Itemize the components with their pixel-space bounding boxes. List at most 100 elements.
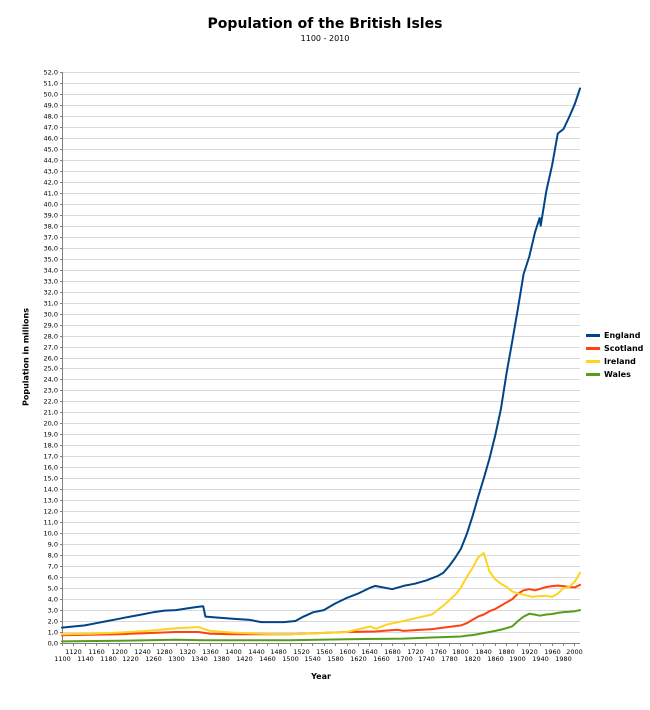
svg-text:36,0: 36,0 [44,245,58,253]
svg-text:32,0: 32,0 [44,289,58,297]
svg-text:1100: 1100 [54,655,71,663]
svg-text:1920: 1920 [521,648,538,656]
svg-text:44,0: 44,0 [44,157,58,165]
svg-text:1700: 1700 [396,655,413,663]
svg-text:1260: 1260 [145,655,162,663]
svg-text:46,0: 46,0 [44,135,58,143]
svg-text:25,0: 25,0 [44,365,58,373]
svg-text:52,0: 52,0 [44,69,58,77]
svg-text:29,0: 29,0 [44,322,58,330]
svg-text:4,0: 4,0 [48,596,58,604]
svg-text:1500: 1500 [282,655,299,663]
svg-text:37,0: 37,0 [44,234,58,242]
svg-text:1760: 1760 [430,648,447,656]
svg-text:0,0: 0,0 [48,640,58,648]
legend-label: Scotland [604,344,644,353]
svg-text:1140: 1140 [77,655,94,663]
svg-text:17,0: 17,0 [44,453,58,461]
svg-text:1380: 1380 [213,655,230,663]
svg-text:1720: 1720 [407,648,424,656]
chart-title: Population of the British Isles [207,16,443,32]
svg-text:1320: 1320 [179,648,196,656]
legend-item-england: England [586,331,643,340]
legend-item-wales: Wales [586,370,643,379]
svg-text:2000: 2000 [566,648,583,656]
svg-text:23,0: 23,0 [44,387,58,395]
x-tick-labels: 1100112011401160118012001220124012601280… [54,648,583,663]
svg-text:10,0: 10,0 [44,530,58,538]
svg-text:1620: 1620 [350,655,367,663]
series-wales [61,609,581,643]
svg-text:1860: 1860 [487,655,504,663]
svg-text:1160: 1160 [88,648,105,656]
svg-text:1180: 1180 [100,655,117,663]
svg-text:1800: 1800 [452,648,469,656]
series-england [61,87,581,629]
legend: England Scotland Ireland Wales [586,327,643,383]
svg-text:1680: 1680 [384,648,401,656]
svg-text:6,0: 6,0 [48,574,58,582]
svg-text:1560: 1560 [316,648,333,656]
svg-text:1840: 1840 [475,648,492,656]
svg-text:28,0: 28,0 [44,333,58,341]
svg-text:1520: 1520 [293,648,310,656]
svg-text:1420: 1420 [236,655,253,663]
svg-text:1360: 1360 [202,648,219,656]
y-gridlines [60,72,580,644]
svg-text:22,0: 22,0 [44,398,58,406]
svg-text:47,0: 47,0 [44,124,58,132]
series-ireland [61,552,581,636]
svg-text:38,0: 38,0 [44,223,58,231]
axes [62,72,580,644]
svg-text:1780: 1780 [441,655,458,663]
svg-text:12,0: 12,0 [44,508,58,516]
svg-text:43,0: 43,0 [44,168,58,176]
svg-text:39,0: 39,0 [44,212,58,220]
legend-swatch [586,347,600,350]
svg-text:48,0: 48,0 [44,113,58,121]
svg-text:20,0: 20,0 [44,420,58,428]
svg-text:19,0: 19,0 [44,431,58,439]
svg-text:1740: 1740 [418,655,435,663]
svg-text:1580: 1580 [327,655,344,663]
svg-text:13,0: 13,0 [44,497,58,505]
svg-text:34,0: 34,0 [44,267,58,275]
svg-text:35,0: 35,0 [44,256,58,264]
chart-subtitle: 1100 - 2010 [300,34,350,43]
legend-label: Wales [604,370,631,379]
legend-item-ireland: Ireland [586,357,643,366]
svg-text:1960: 1960 [544,648,561,656]
svg-text:1280: 1280 [156,648,173,656]
x-axis-title: Year [311,672,331,681]
svg-text:41,0: 41,0 [44,190,58,198]
svg-text:1600: 1600 [339,648,356,656]
svg-text:3,0: 3,0 [48,607,58,615]
legend-item-scotland: Scotland [586,344,643,353]
svg-text:1640: 1640 [361,648,378,656]
svg-text:9,0: 9,0 [48,541,58,549]
series-scotland [61,583,581,637]
svg-text:42,0: 42,0 [44,179,58,187]
svg-text:1880: 1880 [498,648,515,656]
x-ticks [62,643,575,646]
svg-text:1220: 1220 [122,655,139,663]
svg-text:21,0: 21,0 [44,409,58,417]
svg-text:45,0: 45,0 [44,146,58,154]
svg-text:16,0: 16,0 [44,464,58,472]
svg-text:1440: 1440 [248,648,265,656]
svg-text:1660: 1660 [373,655,390,663]
svg-text:1480: 1480 [270,648,287,656]
svg-text:1820: 1820 [464,655,481,663]
svg-text:7,0: 7,0 [48,563,58,571]
svg-text:26,0: 26,0 [44,355,58,363]
svg-text:33,0: 33,0 [44,278,58,286]
svg-text:1900: 1900 [509,655,526,663]
svg-text:1,0: 1,0 [48,629,58,637]
svg-text:51,0: 51,0 [44,80,58,88]
svg-text:1540: 1540 [304,655,321,663]
svg-text:15,0: 15,0 [44,475,58,483]
svg-text:1200: 1200 [111,648,128,656]
y-tick-labels: 0,0 1,0 2,0 3,0 4,0 5,0 6,0 7,0 8,0 9,0 10,0 11,0 12… [44,69,58,648]
